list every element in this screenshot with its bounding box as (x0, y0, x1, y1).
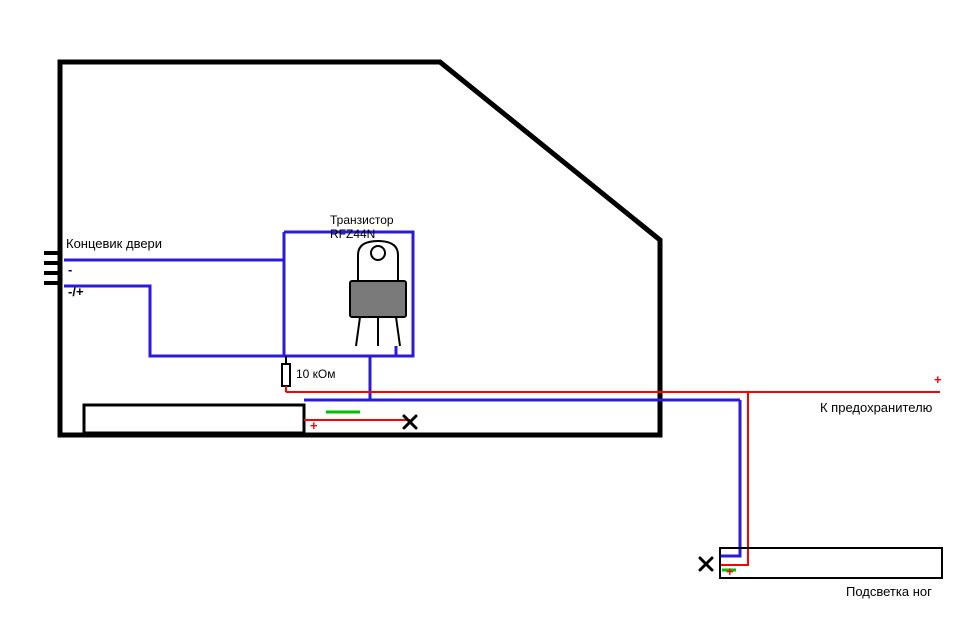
innerbox-neg: - (310, 392, 314, 407)
door-switch (44, 253, 58, 283)
led-strip (720, 548, 942, 578)
inner-box (84, 405, 304, 433)
transistor-label-1: Транзистор (330, 213, 394, 227)
resistor-label: 10 кОм (296, 367, 336, 381)
transistor-label-2: RFZ44N (330, 227, 375, 241)
fuse-label: К предохранителю (820, 400, 933, 415)
transistor-body (350, 281, 406, 317)
resistor-body (282, 364, 290, 386)
innerbox-pos: + (310, 418, 318, 433)
wire-blue-switch-bot (64, 286, 284, 356)
fuse-plus: + (934, 372, 942, 387)
transistor-pin-g (356, 317, 360, 346)
door-switch-label: Концевик двери (66, 236, 162, 251)
x-mark-1 (404, 416, 416, 428)
led-strip-label: Подсветка ног (846, 584, 932, 599)
strip-neg: - (726, 548, 730, 563)
x-mark-2 (700, 558, 712, 570)
strip-pos: + (726, 564, 734, 579)
wire-blue-right-down (720, 400, 740, 556)
wire-red-down (720, 392, 748, 565)
transistor-pin-s (396, 317, 400, 346)
switch-neg: - (68, 262, 72, 277)
